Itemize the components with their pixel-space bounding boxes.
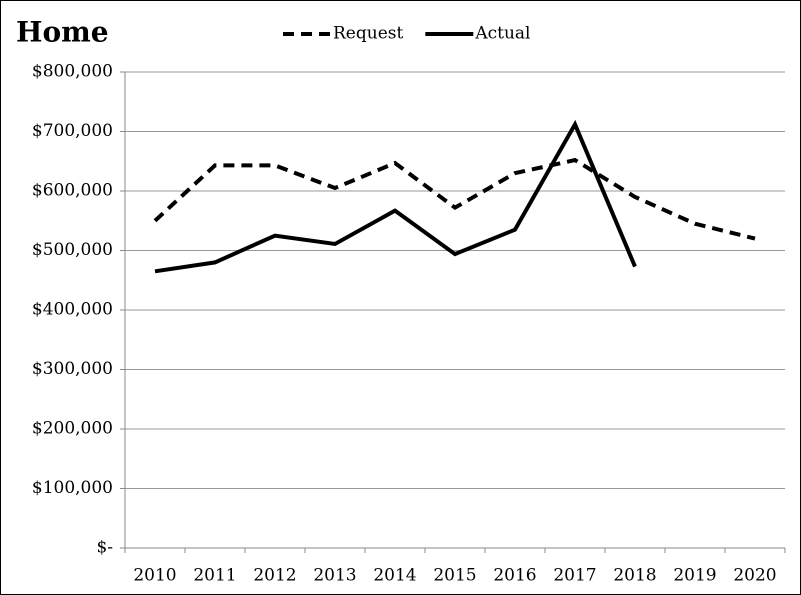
x-tick-label: 2010 (133, 566, 176, 586)
x-tick-label: 2017 (553, 566, 596, 586)
legend-label: Request (333, 24, 403, 44)
y-tick-label: $- (96, 538, 113, 558)
y-tick-label: $400,000 (32, 300, 113, 320)
line-series (153, 157, 756, 241)
y-tick-label: $200,000 (32, 419, 113, 439)
y-tick-label: $800,000 (32, 62, 113, 82)
x-tick-label: 2013 (313, 566, 356, 586)
x-tick-label: 2014 (373, 566, 416, 586)
y-tick-label: $700,000 (32, 121, 113, 141)
x-tick-label: 2019 (673, 566, 716, 586)
y-tick-label: $100,000 (32, 478, 113, 498)
y-tick-label: $300,000 (32, 359, 113, 379)
chart-title: Home (16, 16, 109, 49)
y-tick-label: $600,000 (32, 181, 113, 201)
x-tick-label: 2016 (493, 566, 536, 586)
x-tick-label: 2018 (613, 566, 656, 586)
x-tick-label: 2012 (253, 566, 296, 586)
y-tick-label: $500,000 (32, 240, 113, 260)
x-tick-label: 2011 (193, 566, 236, 586)
x-tick-label: 2020 (733, 566, 776, 586)
legend-label: Actual (474, 24, 530, 44)
line-series (154, 119, 637, 274)
x-tick-label: 2015 (433, 566, 476, 586)
